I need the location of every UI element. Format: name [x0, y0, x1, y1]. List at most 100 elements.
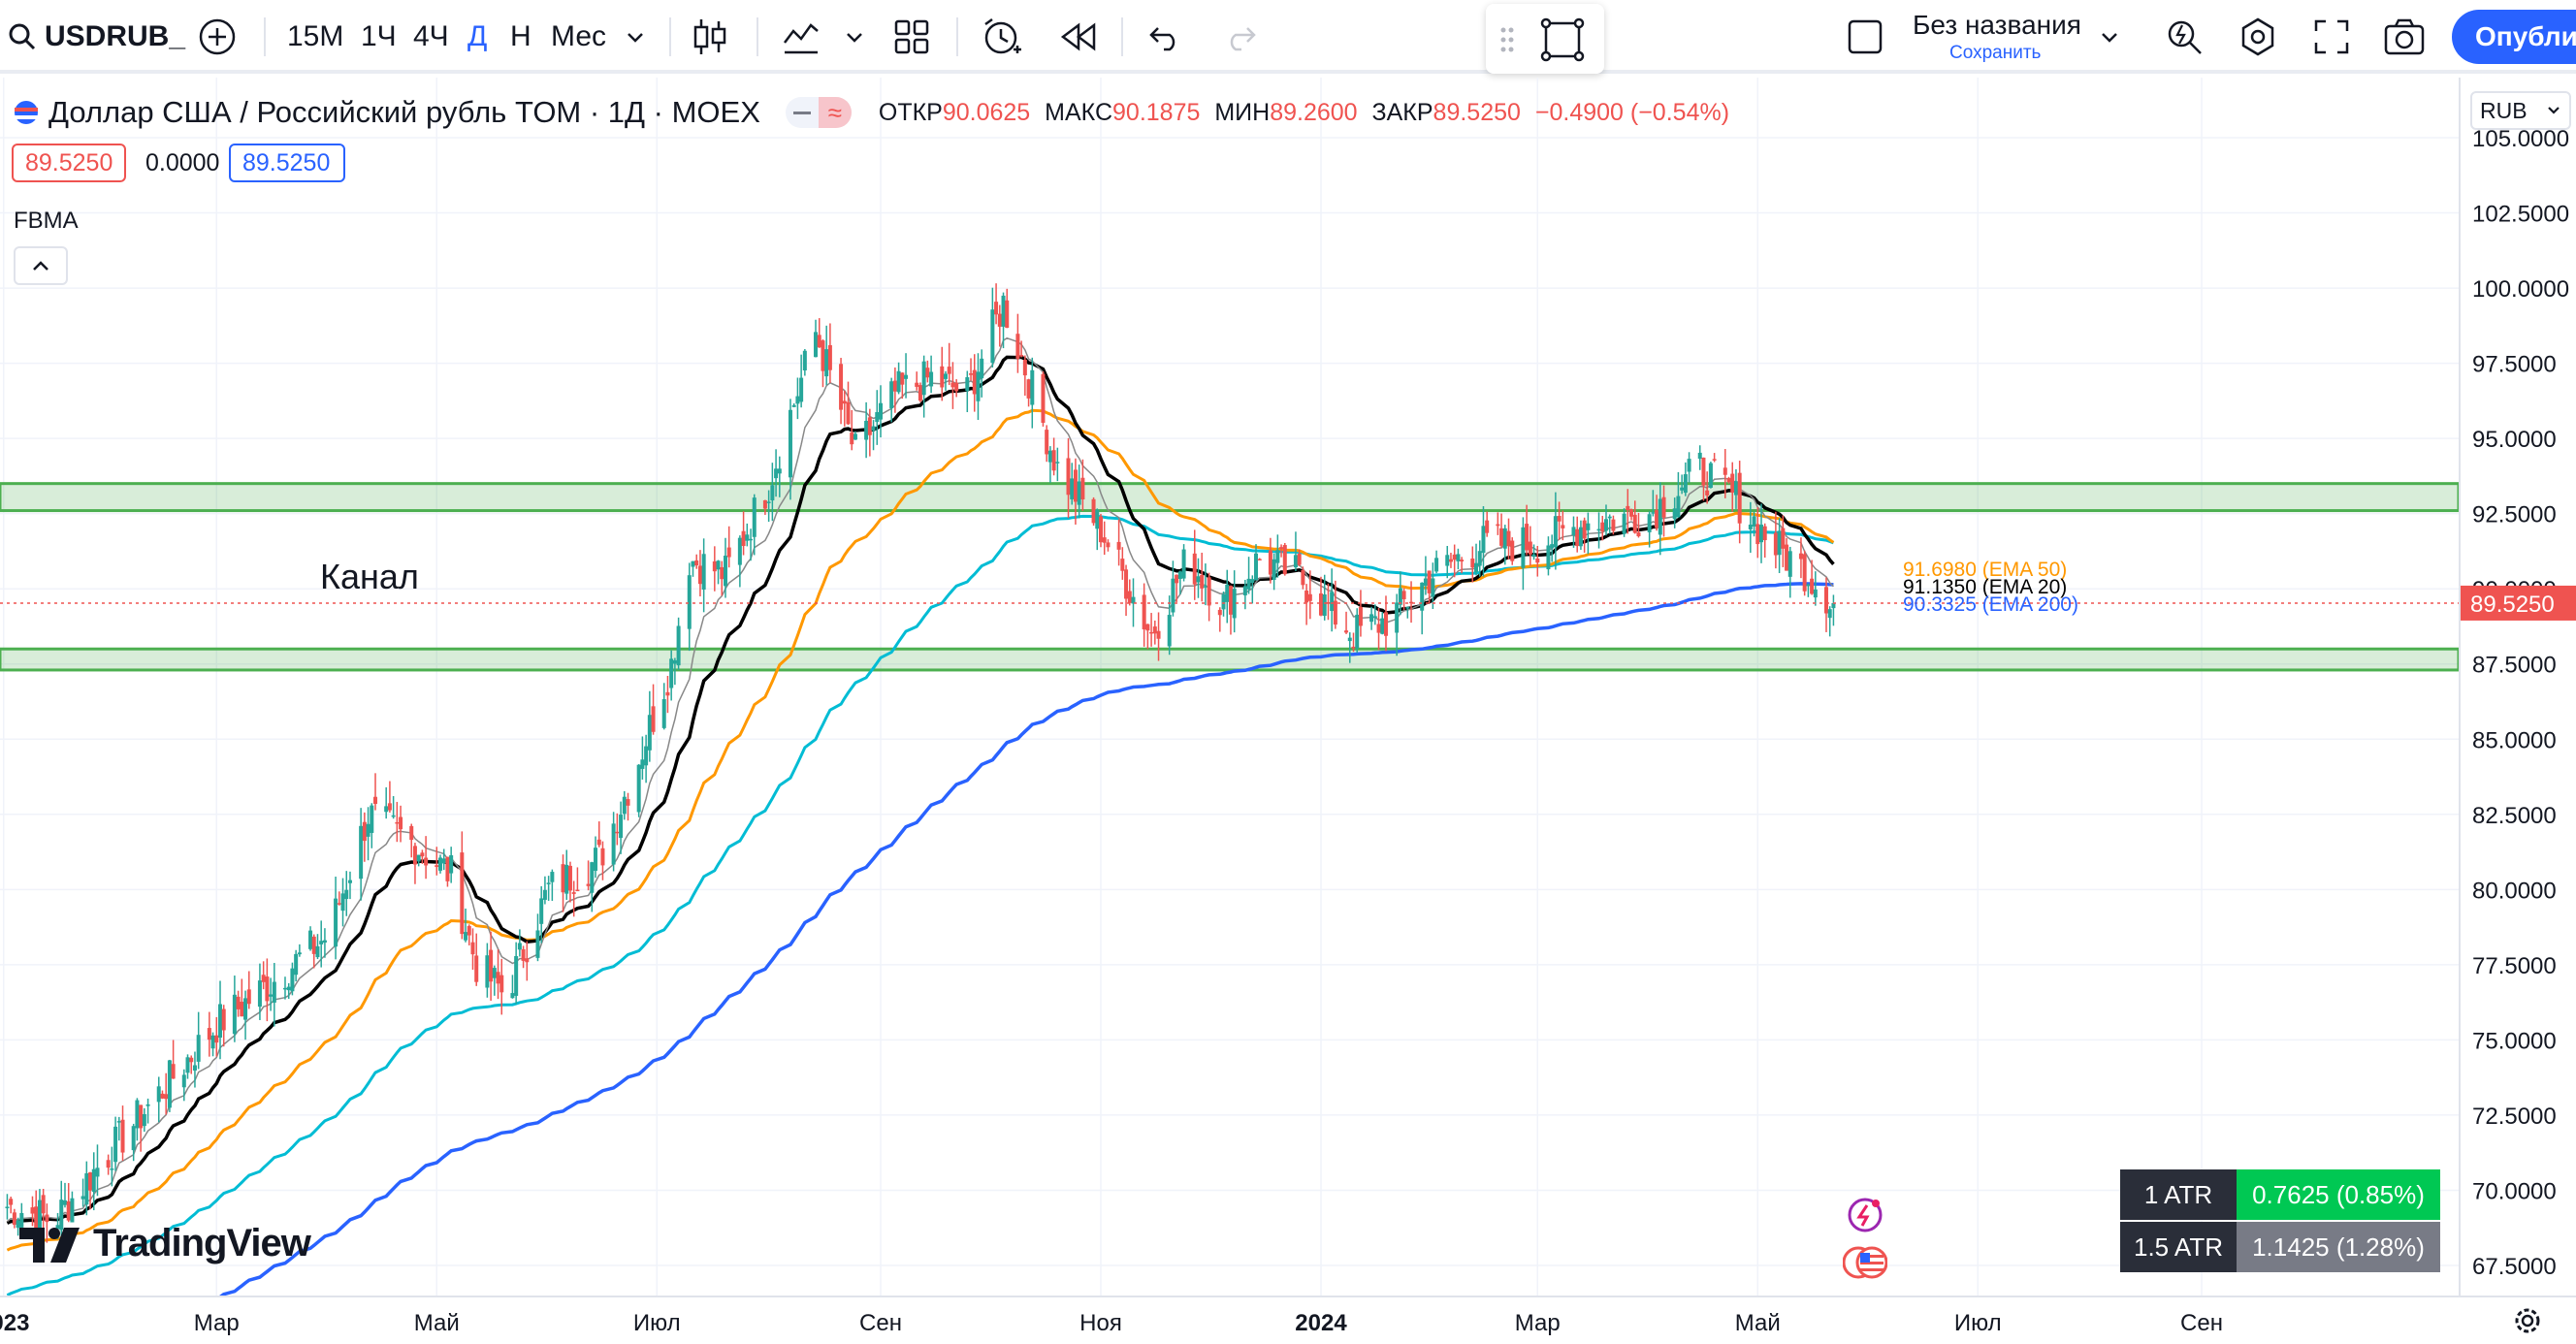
spread-value: 0.0000 [145, 149, 220, 176]
compare-toggle[interactable]: ≈ [785, 97, 852, 128]
candle-body [594, 848, 598, 871]
fullscreen-button[interactable] [2314, 0, 2349, 74]
publish-button[interactable]: Опублик [2452, 10, 2576, 64]
candle-body [1798, 553, 1803, 560]
candle-body [766, 501, 771, 503]
candle-body [1116, 541, 1121, 550]
candle-body [1330, 592, 1335, 612]
candle-body [30, 1207, 35, 1214]
close-label: ЗАКР [1371, 98, 1433, 126]
candle-body [1279, 547, 1284, 550]
candle-body [435, 865, 439, 868]
candle-body [542, 889, 547, 900]
candle-body [853, 433, 857, 440]
interval-week[interactable]: Н [510, 0, 531, 74]
candle-body [334, 898, 338, 947]
interval-15m[interactable]: 15М [287, 0, 343, 74]
indicators-dropdown[interactable] [844, 0, 865, 74]
candle-body [1575, 528, 1580, 547]
close-value: 89.5250 [1433, 98, 1521, 126]
channel-annotation[interactable]: Канал [320, 557, 419, 596]
candle-body [1145, 624, 1150, 631]
candle-body [1333, 600, 1337, 625]
price-chart[interactable] [0, 78, 2459, 1296]
candle-body [1124, 569, 1129, 599]
ask-button[interactable]: 89.5250 [229, 144, 345, 182]
candle-body [1066, 458, 1071, 496]
interval-label: Н [510, 20, 531, 52]
candle-body [135, 1100, 140, 1129]
separator [1121, 17, 1123, 56]
undo-button[interactable] [1148, 0, 1181, 74]
time-axis[interactable]: 2023 Мар Май Июл Сен Ноя 2024 Мар Май Июл Сен [0, 1296, 2576, 1344]
snapshot-button[interactable] [2384, 0, 2425, 74]
tradingview-logo[interactable]: TradingView [19, 1222, 311, 1265]
alert-button[interactable] [982, 0, 1022, 74]
atr-1-label: 1 ATR [2120, 1169, 2237, 1220]
currency-select[interactable]: RUB [2470, 91, 2571, 130]
replay-button[interactable] [1059, 0, 1098, 74]
drag-handle-icon[interactable] [1499, 25, 1515, 54]
candle-body [120, 1119, 125, 1153]
candle-body [1326, 601, 1331, 604]
layout-dropdown[interactable] [2099, 0, 2120, 74]
candle-body [1022, 360, 1027, 376]
chart-type-button[interactable] [692, 0, 727, 74]
publish-label: Опублик [2475, 21, 2576, 51]
candle-body [1228, 586, 1233, 615]
indicators-button[interactable] [782, 0, 821, 74]
news-flash-button[interactable] [1847, 1197, 1884, 1233]
candle-body [1762, 526, 1767, 541]
symbol-search[interactable]: USDRUB_ [8, 0, 185, 74]
symbol-label: USDRUB_ [45, 20, 186, 52]
candle-body [640, 759, 645, 769]
candle-body [1553, 516, 1558, 548]
interval-day[interactable]: Д [467, 0, 487, 74]
candle-body [1301, 570, 1305, 586]
layouts-button[interactable] [894, 0, 929, 74]
layout-checkbox[interactable] [1847, 0, 1884, 74]
low-label: МИН [1214, 98, 1271, 126]
candle-body [1680, 487, 1685, 491]
candle-body [1827, 609, 1832, 619]
economic-event-button[interactable] [1842, 1243, 1888, 1282]
quick-search-button[interactable] [2165, 0, 2204, 74]
candle-body [1737, 472, 1742, 524]
interval-dropdown[interactable] [625, 0, 646, 74]
candle-body [1611, 519, 1616, 531]
settings-button[interactable] [2238, 0, 2277, 74]
candle-body [694, 560, 699, 566]
interval-month[interactable]: Мес [551, 0, 606, 74]
candle-body [344, 889, 349, 900]
candle-body [315, 945, 320, 958]
price-tick-label: 92.5000 [2472, 502, 2557, 528]
flag-icon [15, 101, 38, 124]
interval-4h[interactable]: 4Ч [413, 0, 449, 74]
symbol-title[interactable]: Доллар США / Российский рубль TOM · 1Д ·… [48, 95, 760, 129]
candle-body [521, 948, 526, 961]
candle-body [875, 412, 880, 423]
chart-pane[interactable]: Доллар США / Российский рубль TOM · 1Д ·… [0, 78, 2459, 1296]
axis-settings-button[interactable] [2512, 1305, 2543, 1341]
candle-body [391, 815, 396, 817]
candle-body [499, 975, 504, 993]
rectangle-tool-icon[interactable] [1540, 17, 1585, 62]
candle-body [1344, 630, 1349, 633]
candle-body [1431, 578, 1435, 597]
interval-1h[interactable]: 1Ч [361, 0, 397, 74]
candle-body [116, 1121, 121, 1123]
price-axis[interactable]: RUB 105.0000 102.5000 100.0000 97.5000 95.00… [2459, 78, 2576, 1296]
candle-body [1127, 591, 1132, 603]
bid-button[interactable]: 89.5250 [12, 144, 126, 182]
redo-button[interactable] [1224, 0, 1257, 74]
candle-body [1254, 553, 1259, 581]
price-tick-label: 70.0000 [2472, 1178, 2557, 1204]
compare-button[interactable] [198, 0, 237, 74]
candle-body [366, 823, 370, 837]
separator [669, 17, 671, 56]
layout-name-button[interactable]: Без названия Сохранить [1913, 10, 2087, 64]
candle-body [1405, 607, 1410, 609]
indicator-label[interactable]: FBMA [14, 208, 79, 234]
collapse-legend-button[interactable] [14, 246, 68, 285]
